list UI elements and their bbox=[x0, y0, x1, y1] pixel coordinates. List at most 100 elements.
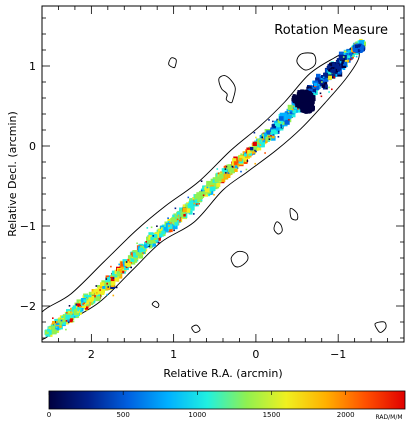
contour-island-4 bbox=[289, 207, 299, 221]
rm-point bbox=[201, 191, 206, 196]
rm-point bbox=[52, 317, 54, 319]
rm-point bbox=[174, 215, 178, 218]
contour-island-8 bbox=[191, 324, 201, 333]
rm-point bbox=[142, 252, 144, 254]
rm-point bbox=[84, 300, 89, 305]
rm-point bbox=[48, 326, 54, 332]
rm-point bbox=[148, 245, 153, 249]
rm-point bbox=[253, 131, 256, 134]
rm-point bbox=[100, 282, 105, 287]
rm-point bbox=[91, 291, 94, 295]
rm-point bbox=[114, 277, 118, 281]
rm-point bbox=[51, 329, 57, 335]
rm-point bbox=[206, 180, 211, 186]
rm-point bbox=[226, 173, 231, 178]
rm-blob-point bbox=[311, 100, 315, 104]
rm-point bbox=[159, 235, 161, 237]
y-tick-label: −1 bbox=[20, 220, 36, 233]
rm-point bbox=[117, 268, 123, 274]
rm-point bbox=[111, 270, 117, 276]
rm-point bbox=[189, 198, 192, 201]
rm-point bbox=[291, 103, 297, 108]
rm-blob-point bbox=[332, 62, 336, 66]
rm-point bbox=[320, 77, 324, 81]
rm-point bbox=[309, 87, 313, 91]
rm-point bbox=[331, 88, 333, 91]
rm-point bbox=[229, 168, 235, 174]
rm-point bbox=[323, 75, 328, 80]
rm-point bbox=[48, 327, 51, 330]
rm-blob-point bbox=[302, 106, 306, 110]
rm-point bbox=[57, 330, 60, 333]
rm-point bbox=[279, 112, 285, 118]
y-tick-label: 1 bbox=[29, 60, 36, 73]
rm-point bbox=[189, 200, 194, 205]
rm-point bbox=[187, 196, 190, 199]
rm-point bbox=[106, 293, 108, 296]
rm-point bbox=[349, 48, 352, 50]
rm-point bbox=[336, 58, 342, 64]
rm-point bbox=[156, 225, 158, 227]
rm-blob-point bbox=[327, 65, 331, 69]
rm-point bbox=[112, 277, 115, 279]
rm-point bbox=[132, 258, 138, 263]
rm-point bbox=[292, 105, 295, 108]
rm-point bbox=[213, 194, 215, 196]
rm-point bbox=[75, 303, 78, 306]
rm-point bbox=[276, 128, 279, 132]
rm-point bbox=[176, 212, 181, 216]
rm-point bbox=[95, 296, 101, 302]
rm-point bbox=[244, 152, 246, 154]
rm-blob-point bbox=[300, 91, 304, 96]
rm-point bbox=[114, 275, 118, 279]
rm-point bbox=[350, 58, 352, 61]
rm-point bbox=[238, 157, 243, 162]
rm-point bbox=[290, 112, 296, 118]
rm-point bbox=[69, 309, 72, 312]
rm-point bbox=[333, 76, 335, 78]
rm-point bbox=[322, 81, 328, 86]
rm-point bbox=[172, 224, 178, 230]
rm-point bbox=[273, 129, 278, 135]
rm-point bbox=[110, 276, 115, 282]
rm-point bbox=[169, 221, 172, 225]
rm-blob-point bbox=[332, 69, 336, 73]
rm-point bbox=[112, 294, 115, 297]
rm-point bbox=[216, 168, 219, 170]
rm-point bbox=[150, 226, 153, 229]
rm-blob-point bbox=[300, 108, 304, 112]
contour-island-2 bbox=[168, 57, 177, 69]
rm-point bbox=[176, 216, 180, 220]
rm-point bbox=[120, 265, 124, 269]
rm-point bbox=[221, 171, 224, 174]
rm-point bbox=[70, 314, 74, 318]
rm-point bbox=[83, 299, 87, 303]
rm-point bbox=[61, 318, 65, 323]
rm-point bbox=[91, 289, 95, 292]
rm-point bbox=[272, 120, 274, 123]
rm-point bbox=[254, 149, 256, 152]
rm-point bbox=[352, 57, 354, 59]
rm-point bbox=[74, 310, 79, 315]
rm-blob-point bbox=[308, 105, 312, 109]
rm-point bbox=[285, 114, 291, 120]
rm-blob-point bbox=[297, 90, 301, 94]
rm-point bbox=[183, 214, 186, 217]
rm-point bbox=[264, 152, 266, 154]
rm-point bbox=[158, 229, 162, 233]
rm-point bbox=[73, 316, 76, 318]
rm-point bbox=[55, 326, 58, 328]
rm-point bbox=[312, 93, 316, 97]
rm-point bbox=[226, 164, 231, 169]
rm-point bbox=[227, 168, 232, 172]
rm-point bbox=[188, 203, 193, 209]
colorbar-unit: RAD/M/M bbox=[375, 414, 402, 421]
rm-point bbox=[143, 252, 145, 254]
rm-point bbox=[337, 71, 340, 73]
rm-point bbox=[198, 203, 200, 205]
rm-point bbox=[254, 162, 256, 165]
rm-point bbox=[198, 192, 202, 196]
rm-blob-point bbox=[307, 98, 311, 102]
rm-point bbox=[214, 178, 219, 183]
rm-point bbox=[177, 214, 180, 217]
